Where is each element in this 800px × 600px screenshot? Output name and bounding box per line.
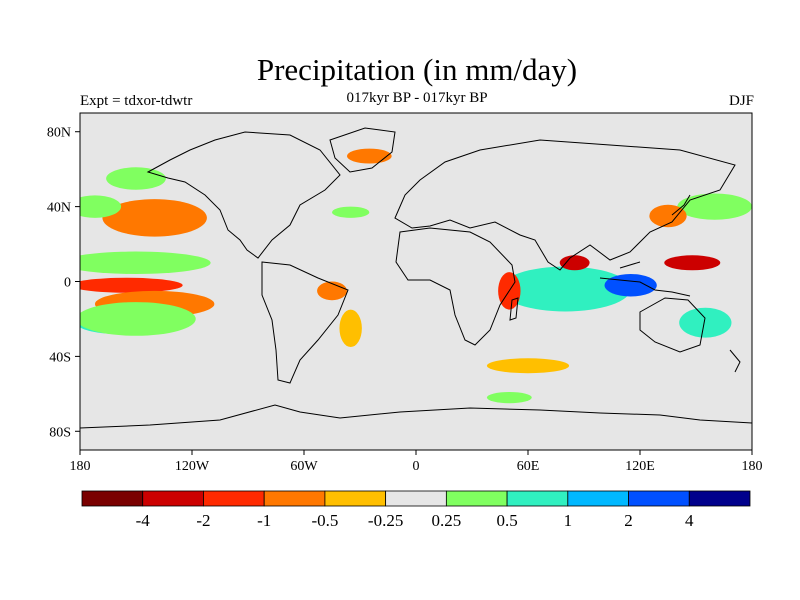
anomaly-north-pacific-dry-outer <box>102 199 207 237</box>
colorbar-label: 1 <box>564 511 573 530</box>
coastline-antarctica <box>80 404 752 429</box>
anomaly-south-atlantic-dry <box>339 309 362 348</box>
anomaly-bay-of-bengal-dry <box>559 255 590 271</box>
season-label: DJF <box>728 93 754 109</box>
colorbar-label: 2 <box>624 511 633 530</box>
colorbar-swatch <box>688 490 751 507</box>
coastline-japan <box>671 194 691 216</box>
plot-title: Precipitation (in mm/day) <box>256 52 578 87</box>
colorbar-swatch <box>567 490 629 507</box>
anomaly-amazon-dry <box>317 281 347 301</box>
anomaly-southern-ocean-dry <box>486 358 570 374</box>
colorbar: -4 -2 -1 -0.5 -0.25 0.25 0.5 1 2 4 <box>81 490 751 530</box>
lat-tick-label: 0 <box>64 276 71 291</box>
coastline-eurasia <box>394 139 736 271</box>
colorbar-swatch <box>142 490 204 507</box>
lat-tick-label: 80S <box>49 425 71 440</box>
anomaly-south-pacific-wet-outer <box>80 302 196 336</box>
lon-tick-label: 180 <box>742 459 763 474</box>
colorbar-label: 4 <box>685 511 694 530</box>
anomaly-maritime-wet <box>604 274 657 297</box>
anomaly-north-west-pacific-wet <box>677 193 752 220</box>
colorbar-swatch <box>506 490 569 507</box>
coastline-north-america <box>146 131 341 259</box>
latitude-axis: 80N 40N 0 40S 80S <box>47 126 80 440</box>
colorbar-swatch <box>324 490 387 507</box>
colorbar-swatch <box>203 490 265 507</box>
colorbar-label: -0.25 <box>368 511 403 530</box>
lon-tick-label: 120E <box>625 459 655 474</box>
anomaly-north-pacific-wet <box>80 195 122 218</box>
longitude-axis: 180 120W 60W 0 60E 120E 180 <box>70 450 763 474</box>
lon-tick-label: 60E <box>517 459 540 474</box>
coastlines <box>80 127 752 429</box>
lat-tick-label: 80N <box>47 126 71 141</box>
coastline-africa <box>395 227 516 346</box>
colorbar-swatch <box>81 490 144 507</box>
lon-tick-label: 120W <box>175 459 210 474</box>
anomaly-north-atlantic-dry <box>346 148 392 164</box>
colorbar-label: 0.5 <box>496 511 517 530</box>
anomaly-east-pacific-wet-outer <box>80 251 211 275</box>
precipitation-anomaly-layer <box>80 148 752 404</box>
coastline-greenland <box>329 127 396 173</box>
experiment-label: Expt = tdxor-tdwtr <box>80 93 193 109</box>
anomaly-australia-wet <box>679 307 732 338</box>
colorbar-label: -0.5 <box>311 511 338 530</box>
coastline-new-zealand <box>729 349 741 373</box>
anomaly-atlantic-wet <box>332 206 370 218</box>
colorbar-swatch <box>263 490 326 507</box>
coastline-indonesia <box>599 261 691 297</box>
coastline-south-america <box>261 261 349 384</box>
colorbar-label: 0.25 <box>431 511 461 530</box>
anomaly-indian-ocean-wet-outer <box>499 266 631 312</box>
anomaly-equatorial-pacific-dry <box>80 277 183 293</box>
coastline-madagascar <box>509 297 519 321</box>
lon-tick-label: 180 <box>70 459 91 474</box>
lon-tick-label: 60W <box>290 459 318 474</box>
lat-tick-label: 40S <box>49 350 71 365</box>
colorbar-label: -4 <box>136 511 151 530</box>
colorbar-swatch <box>628 490 690 507</box>
coastline-australia <box>639 297 706 353</box>
colorbar-label: -2 <box>196 511 210 530</box>
plot-subtitle: 017kyr BP - 017kyr BP <box>346 90 488 106</box>
anomaly-alaska-wet <box>106 167 166 190</box>
anomaly-west-pacific-dry <box>664 255 721 271</box>
lon-tick-label: 0 <box>413 459 420 474</box>
colorbar-swatch <box>445 490 508 507</box>
colorbar-swatch <box>385 490 447 507</box>
lat-tick-label: 40N <box>47 201 71 216</box>
colorbar-label: -1 <box>257 511 271 530</box>
anomaly-southern-ocean-wet <box>486 391 532 404</box>
